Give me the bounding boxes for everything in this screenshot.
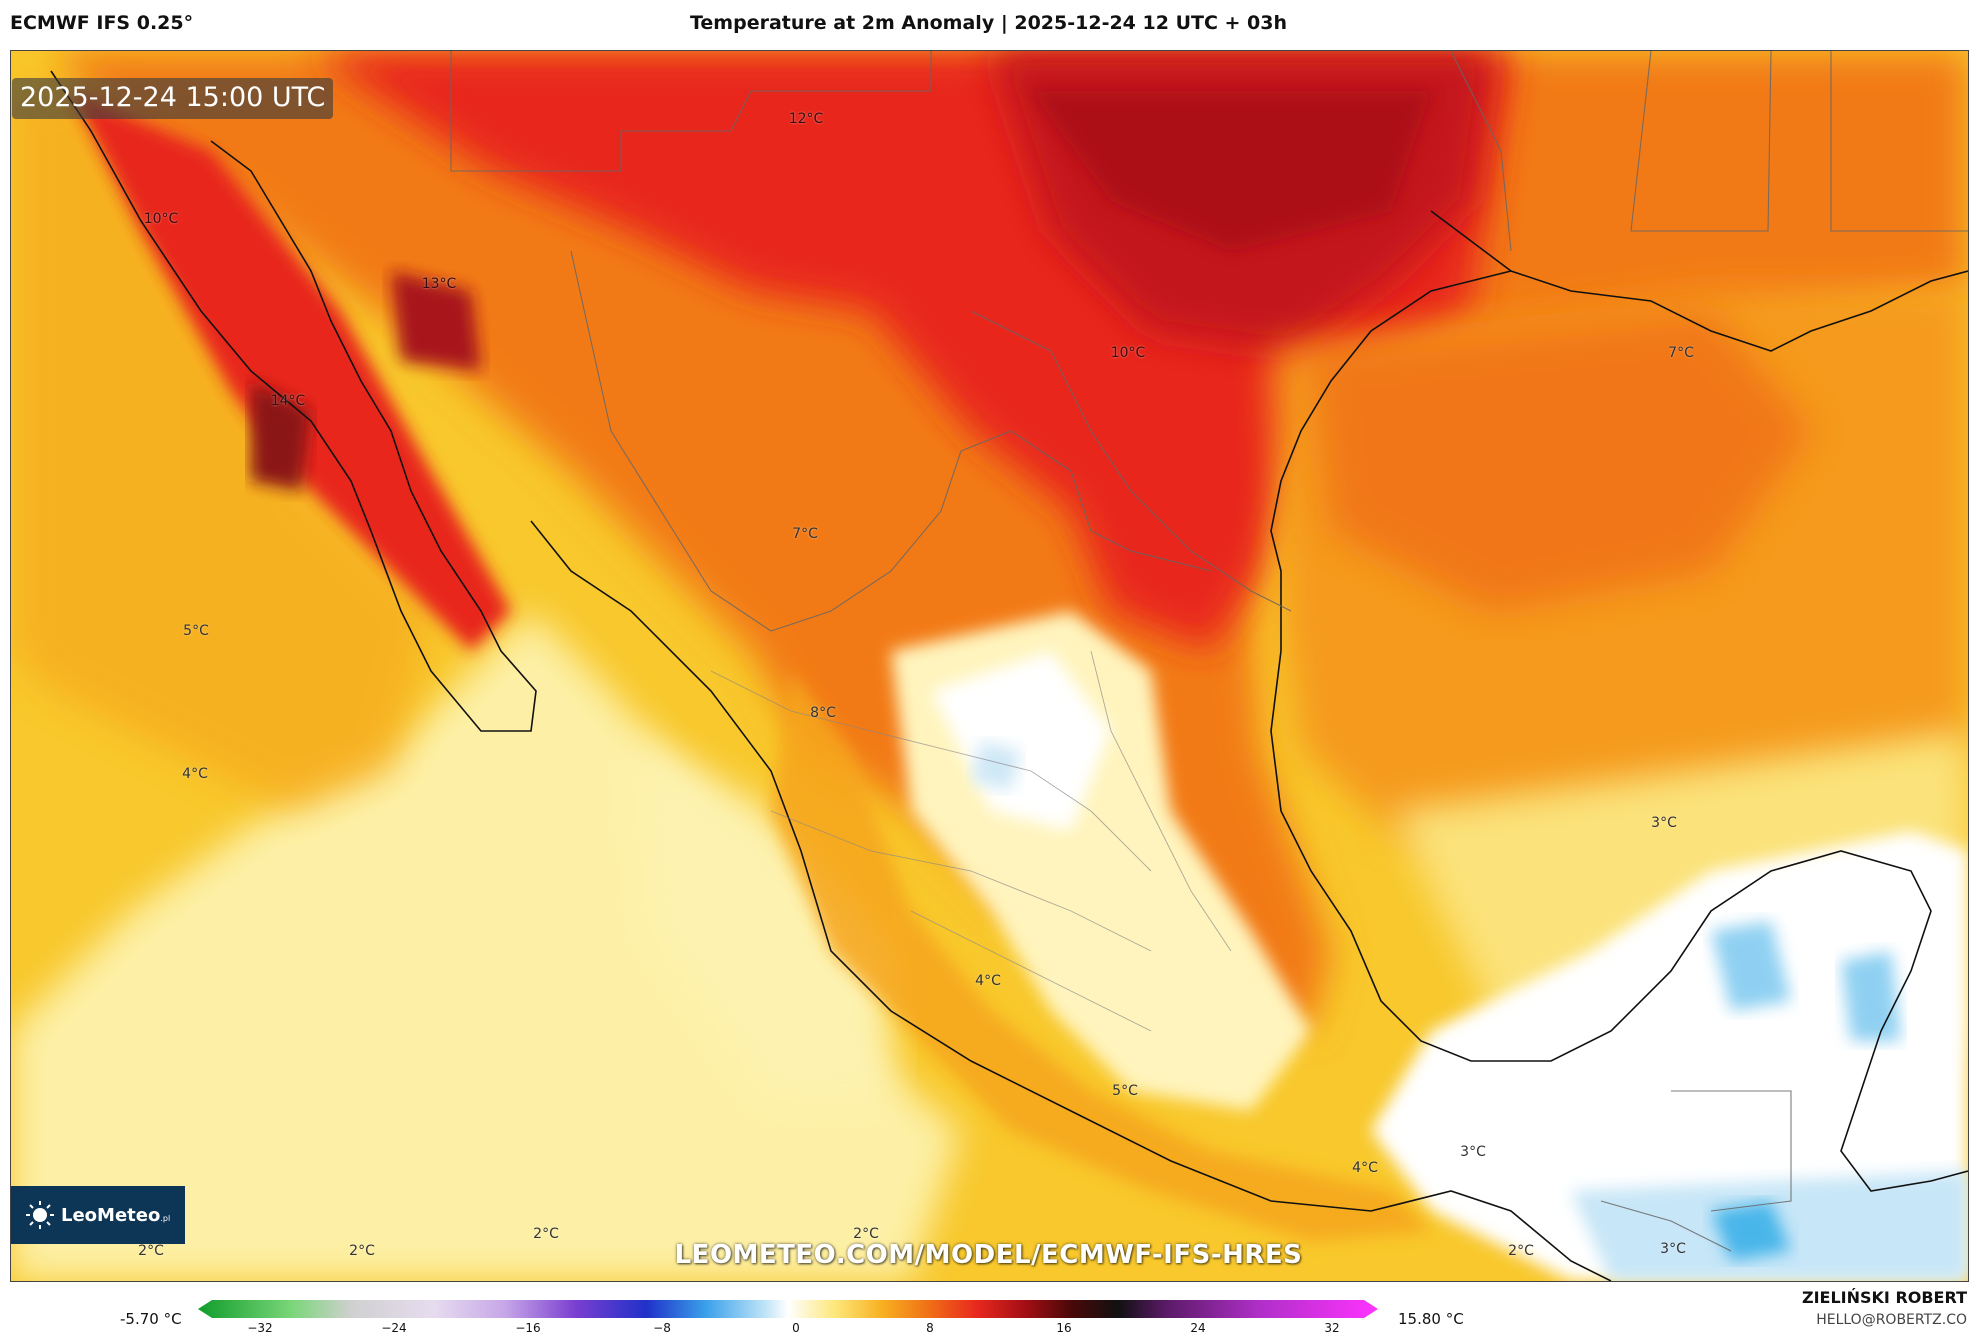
model-name: ECMWF IFS 0.25°	[10, 12, 194, 34]
temp-label: 12°C	[788, 111, 824, 127]
map-title: Temperature at 2m Anomaly | 2025-12-24 1…	[689, 12, 1288, 34]
temp-label: 2°C	[1508, 1243, 1534, 1259]
temperature-anomaly-map[interactable]: 12°C 10°C 13°C 14°C 10°C 7°C 7°C 5°C 8°C…	[10, 50, 1969, 1282]
temp-label: 13°C	[421, 276, 457, 292]
temp-label: 2°C	[349, 1243, 375, 1259]
temp-label: 3°C	[1460, 1144, 1486, 1160]
temp-label: 2°C	[853, 1226, 879, 1242]
temp-label: 2°C	[533, 1226, 559, 1242]
leometeo-logo[interactable]: LeoMeteo.pl	[11, 1186, 185, 1244]
colorbar-tick: −8	[653, 1321, 671, 1335]
temp-label: 7°C	[792, 526, 818, 542]
sun-icon	[26, 1201, 54, 1229]
temp-label: 5°C	[1112, 1083, 1138, 1099]
temp-label: 4°C	[975, 973, 1001, 989]
colorbar-tick: −32	[247, 1321, 273, 1335]
temp-label: 10°C	[1110, 345, 1146, 361]
colorbar-tick: −16	[515, 1321, 541, 1335]
temp-label: 14°C	[270, 393, 306, 409]
source-watermark: LEOMETEO.COM/MODEL/ECMWF-IFS-HRES	[674, 1240, 1303, 1270]
colorbar-tick: −24	[381, 1321, 407, 1335]
colorbar-tick: 0	[792, 1321, 800, 1335]
temp-label: 3°C	[1660, 1241, 1686, 1257]
valid-time-badge: 2025-12-24 15:00 UTC	[12, 78, 334, 119]
author-name: ZIELIŃSKI ROBERT	[1801, 1288, 1967, 1307]
colorbar-tick: 8	[926, 1321, 934, 1335]
logo-text: LeoMeteo.pl	[61, 1204, 171, 1226]
temp-label: 4°C	[1352, 1160, 1378, 1176]
colorbar-min-label: -5.70 °C	[120, 1310, 182, 1328]
temperature-colorbar	[198, 1300, 1378, 1318]
author-email[interactable]: HELLO@ROBERTZ.CO	[1816, 1312, 1967, 1328]
temp-label: 7°C	[1668, 345, 1694, 361]
colorbar-max-label: 15.80 °C	[1398, 1310, 1464, 1328]
temp-label: 8°C	[810, 705, 836, 721]
temp-label: 4°C	[182, 766, 208, 782]
colorbar-tick: 16	[1056, 1321, 1072, 1335]
temp-label: 2°C	[138, 1243, 164, 1259]
colorbar-tick: 32	[1324, 1321, 1340, 1335]
map-canvas	[11, 51, 1968, 1281]
temp-label: 10°C	[143, 211, 179, 227]
temp-label: 3°C	[1651, 815, 1677, 831]
colorbar-tick: 24	[1190, 1321, 1206, 1335]
temp-label: 5°C	[183, 623, 209, 639]
